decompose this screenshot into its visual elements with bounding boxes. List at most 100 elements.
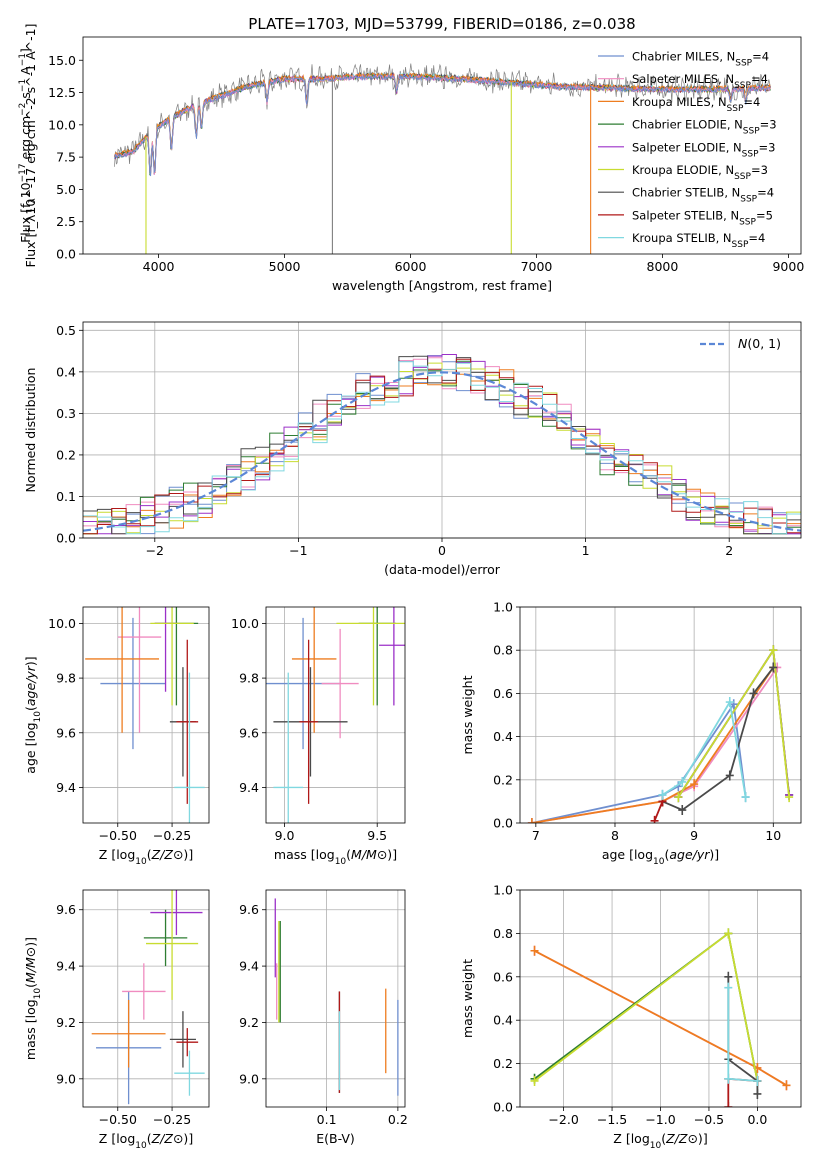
y-tick-label: 0.8 xyxy=(493,926,513,941)
plot-area xyxy=(527,645,794,823)
x-tick-label: 0.0 xyxy=(747,1112,767,1127)
weight-line-chabrier-elodie xyxy=(533,931,759,1082)
x-tick-label: −0.50 xyxy=(99,1112,137,1127)
plot-area xyxy=(114,63,771,254)
x-tick-label: −0.25 xyxy=(153,828,191,843)
x-axis-label: E(B-V) xyxy=(316,1131,355,1146)
weight-marker-chabrier-stelib xyxy=(749,688,758,699)
x-tick-label: −1.0 xyxy=(645,1112,675,1127)
legend-label: Chabrier STELIB, NSSP=4 xyxy=(632,186,774,205)
weight-line-chabrier-stelib xyxy=(727,976,759,1094)
weight-marker-kroupa-elodie xyxy=(724,928,733,939)
plot-area xyxy=(274,898,399,1096)
x-tick-label: 8 xyxy=(611,828,619,843)
legend-label: Salpeter ELODIE, NSSP=3 xyxy=(632,140,775,159)
legend-label: Kroupa STELIB, NSSP=4 xyxy=(632,231,765,250)
weight-marker-chabrier-stelib xyxy=(725,770,734,781)
y-tick-label: 9.4 xyxy=(239,780,259,795)
y-tick-label: 0.4 xyxy=(493,729,513,744)
y-tick-label: 0.0 xyxy=(56,247,76,262)
model-line-chabrier-miles xyxy=(114,73,771,177)
y-tick-label: 0.8 xyxy=(493,643,513,658)
y-tick-label: 0.0 xyxy=(56,531,76,546)
x-tick-label: −0.50 xyxy=(99,828,137,843)
weight-marker-kroupa-miles xyxy=(530,945,539,956)
y-tick-label: 0.5 xyxy=(56,323,76,338)
y-axis-label: mass weight xyxy=(460,675,475,754)
x-tick-label: −0.25 xyxy=(153,1112,191,1127)
x-tick-label: 6000 xyxy=(395,259,427,274)
plot-area xyxy=(266,607,405,823)
y-axis-label: mass weight xyxy=(460,959,475,1038)
x-tick-label: 9000 xyxy=(772,259,804,274)
y-tick-label: 0.4 xyxy=(493,1013,513,1028)
weight-marker-kroupa-stelib xyxy=(678,776,687,787)
y-tick-label: 1.0 xyxy=(493,883,513,898)
weight-marker-chabrier-stelib xyxy=(678,805,687,816)
spectrum-legend: Chabrier MILES, NSSP=4 Salpeter MILES, NS… xyxy=(598,50,777,250)
x-axis-label: Z [log10(Z/Z⊙)] xyxy=(99,1131,193,1151)
weight-marker-salpeter-stelib xyxy=(724,1102,733,1107)
y-tick-label: 2.5 xyxy=(56,214,76,229)
y-tick-label: 0.3 xyxy=(56,406,76,421)
legend-label: Chabrier MILES, NSSP=4 xyxy=(632,50,769,69)
y-tick-label: 0.2 xyxy=(493,772,513,787)
weight-marker-kroupa-miles xyxy=(690,779,699,790)
y-tick-label: 10.0 xyxy=(48,117,76,132)
histogram-salpeter-elodie xyxy=(83,354,801,535)
figure-title: PLATE=1703, MJD=53799, FIBERID=0186, z=0… xyxy=(248,15,635,33)
y-tick-label: 0.2 xyxy=(56,447,76,462)
x-axis-label: age [log10(age/yr)] xyxy=(602,847,719,867)
weight-line-salpeter-stelib xyxy=(727,1077,758,1107)
weight-marker-kroupa-stelib xyxy=(741,792,750,803)
weight-marker-kroupa-elodie xyxy=(530,1075,539,1086)
x-axis-label: Z [log10(Z/Z⊙)] xyxy=(99,847,193,867)
panel-weight-vs-age: 7 8 9 10 0.0 0.2 0.4 0.6 0.8 1.0 age [log10(age/yr… xyxy=(460,600,802,867)
plot-area xyxy=(530,928,791,1107)
x-axis-label: Z [log10(Z/Z⊙)] xyxy=(613,1131,707,1151)
residuals-legend: N(0, 1) xyxy=(700,336,781,351)
y-tick-label: 9.6 xyxy=(56,902,76,917)
weight-marker-kroupa-miles xyxy=(527,818,536,823)
axes-frame xyxy=(82,889,210,1108)
y-tick-label: 0.4 xyxy=(56,364,76,379)
panel-spectrum: 4000 5000 6000 7000 8000 9000 0.0 2.5 5.0 7.5 10.0… xyxy=(18,24,804,293)
y-tick-label: 9.0 xyxy=(239,1071,259,1086)
weight-line-kroupa-elodie xyxy=(533,931,759,1082)
x-tick-label: 1 xyxy=(582,543,590,558)
weight-marker-chabrier-stelib xyxy=(769,662,778,673)
weight-line-salpeter-stelib xyxy=(653,801,664,822)
weight-marker-kroupa-stelib xyxy=(658,789,667,800)
x-tick-label: −1.5 xyxy=(597,1112,627,1127)
x-tick-label: −0.5 xyxy=(694,1112,724,1127)
weight-line-kroupa-stelib xyxy=(662,699,747,798)
y-tick-label: 1.0 xyxy=(493,600,513,615)
weight-marker-kroupa-elodie xyxy=(674,792,683,803)
x-tick-label: 8000 xyxy=(647,259,679,274)
weight-marker-kroupa-elodie xyxy=(785,792,794,803)
panel-age-vs-mass: 9.0 9.5 9.4 9.6 9.8 10.0 mass [log10(M/M⊙)] xyxy=(231,606,406,867)
y-tick-label: 10.0 xyxy=(48,616,76,631)
weight-marker-kroupa-stelib xyxy=(753,1075,762,1086)
y-axis-label: age [log10(age/yr)] xyxy=(23,656,43,773)
y-tick-label: 9.6 xyxy=(239,725,259,740)
y-axis-label: mass [log10(M/M⊙)] xyxy=(23,937,43,1060)
x-tick-label: 9 xyxy=(690,828,698,843)
panel-residuals: −2 −1 0 1 2 0.0 0.1 0.2 0.3 0.4 0.5 (data-model)/er… xyxy=(23,321,802,577)
weight-line-salpeter-miles xyxy=(531,666,779,823)
panel-weight-vs-z: −2.0 −1.5 −1.0 −0.5 0.0 0.0 0.2 0.4 0.6 0.8 1.0 Z [… xyxy=(460,883,802,1151)
legend-label: Salpeter MILES, NSSP=4 xyxy=(632,72,768,91)
y-tick-label: 15.0 xyxy=(48,53,76,68)
y-tick-label: 9.8 xyxy=(56,671,76,686)
y-tick-label: 0.1 xyxy=(56,489,76,504)
weight-line-kroupa-stelib xyxy=(727,987,758,1082)
panel-mass-vs-ebv: 0.1 0.2 9.0 9.2 9.4 9.6 E(B-V) xyxy=(239,889,408,1146)
legend-label: Salpeter STELIB, NSSP=5 xyxy=(632,208,773,227)
x-tick-label: 4000 xyxy=(143,259,175,274)
y-tick-label: 5.0 xyxy=(56,182,76,197)
x-tick-label: 0 xyxy=(438,543,446,558)
weight-marker-kroupa-miles xyxy=(782,1080,791,1091)
y-tick-label: 9.2 xyxy=(239,1015,259,1030)
legend-label: Kroupa ELODIE, NSSP=3 xyxy=(632,163,768,182)
legend-label: Kroupa MILES, NSSP=4 xyxy=(632,95,760,114)
